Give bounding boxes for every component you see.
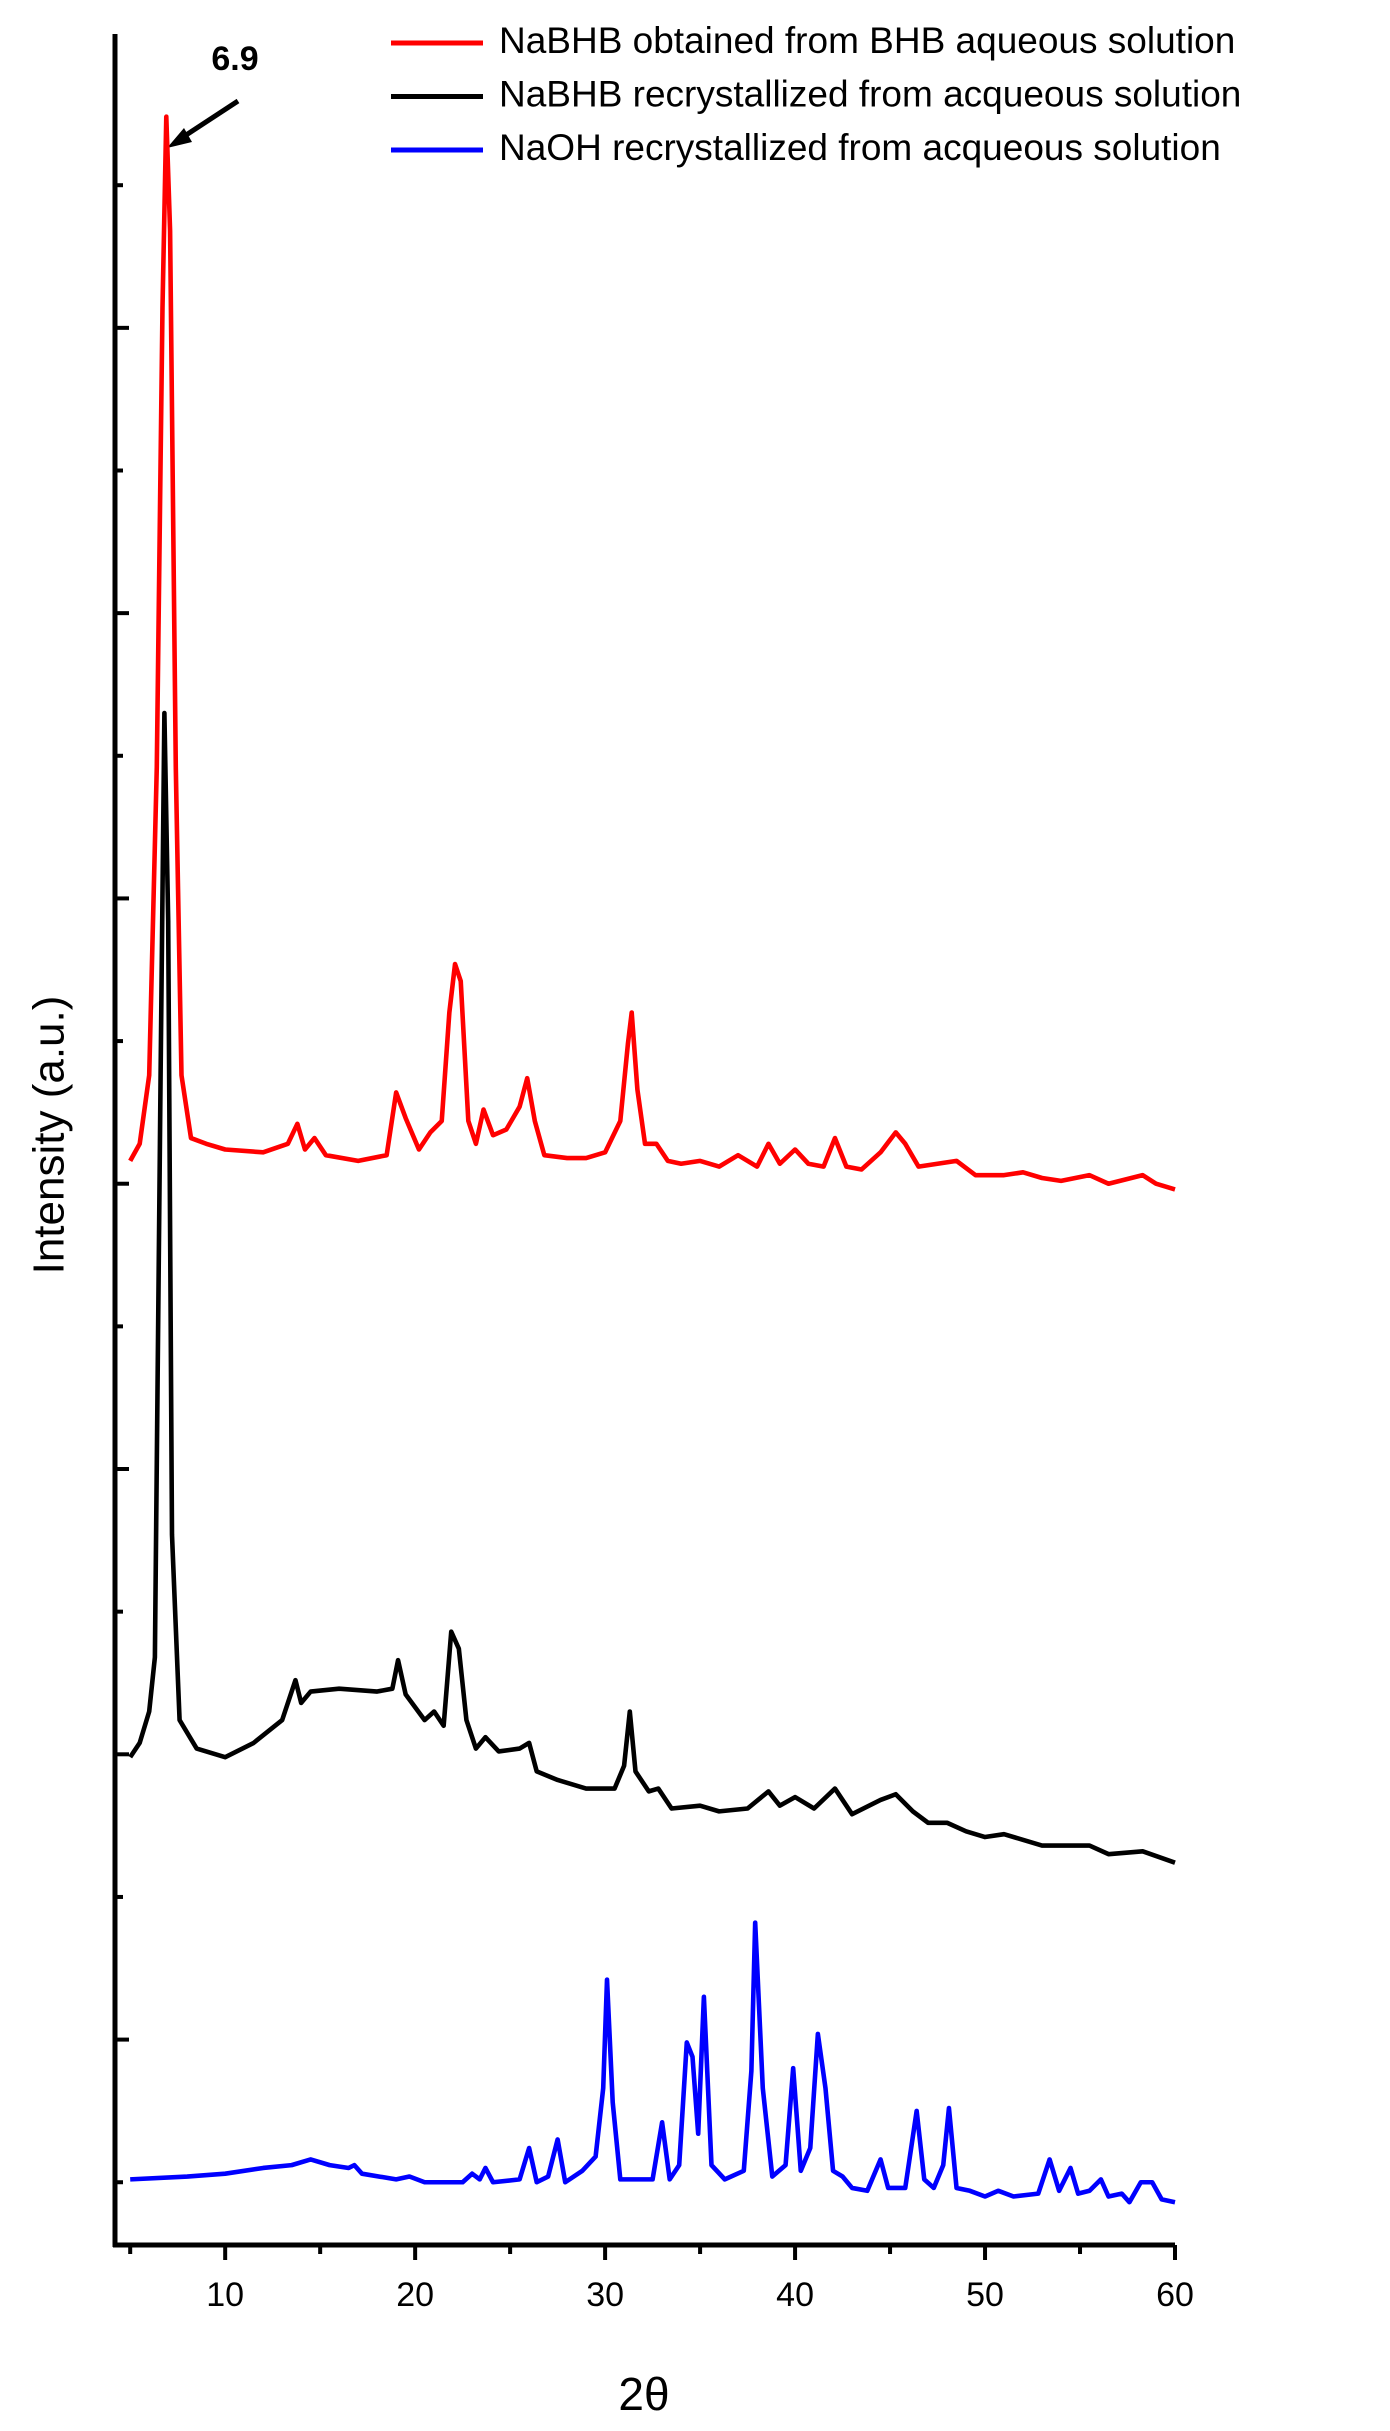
legend-label: NaOH recrystallized from acqueous soluti…: [499, 127, 1221, 168]
x-tick-label: 20: [396, 2276, 434, 2314]
annotation-arrowhead: [167, 128, 192, 148]
x-tick-label: 50: [966, 2276, 1004, 2314]
y-axis-label: Intensity (a.u.): [25, 996, 74, 1275]
annotation-arrow: [178, 98, 240, 142]
series-line: [130, 1920, 1176, 2205]
series-line: [128, 710, 1176, 1865]
x-tick-label: 10: [206, 2276, 244, 2314]
x-axis-label: 2θ: [618, 2368, 669, 2420]
x-tick-label: 30: [586, 2276, 624, 2314]
annotation: 6.9: [211, 40, 258, 78]
x-tick-label: 40: [776, 2276, 814, 2314]
legend-label: NaBHB recrystallized from acqueous solut…: [499, 73, 1241, 114]
x-tick-label: 60: [1156, 2276, 1194, 2314]
legend-label: NaBHB obtained from BHB aqueous solution: [499, 20, 1235, 61]
series-line: [128, 114, 1176, 1192]
